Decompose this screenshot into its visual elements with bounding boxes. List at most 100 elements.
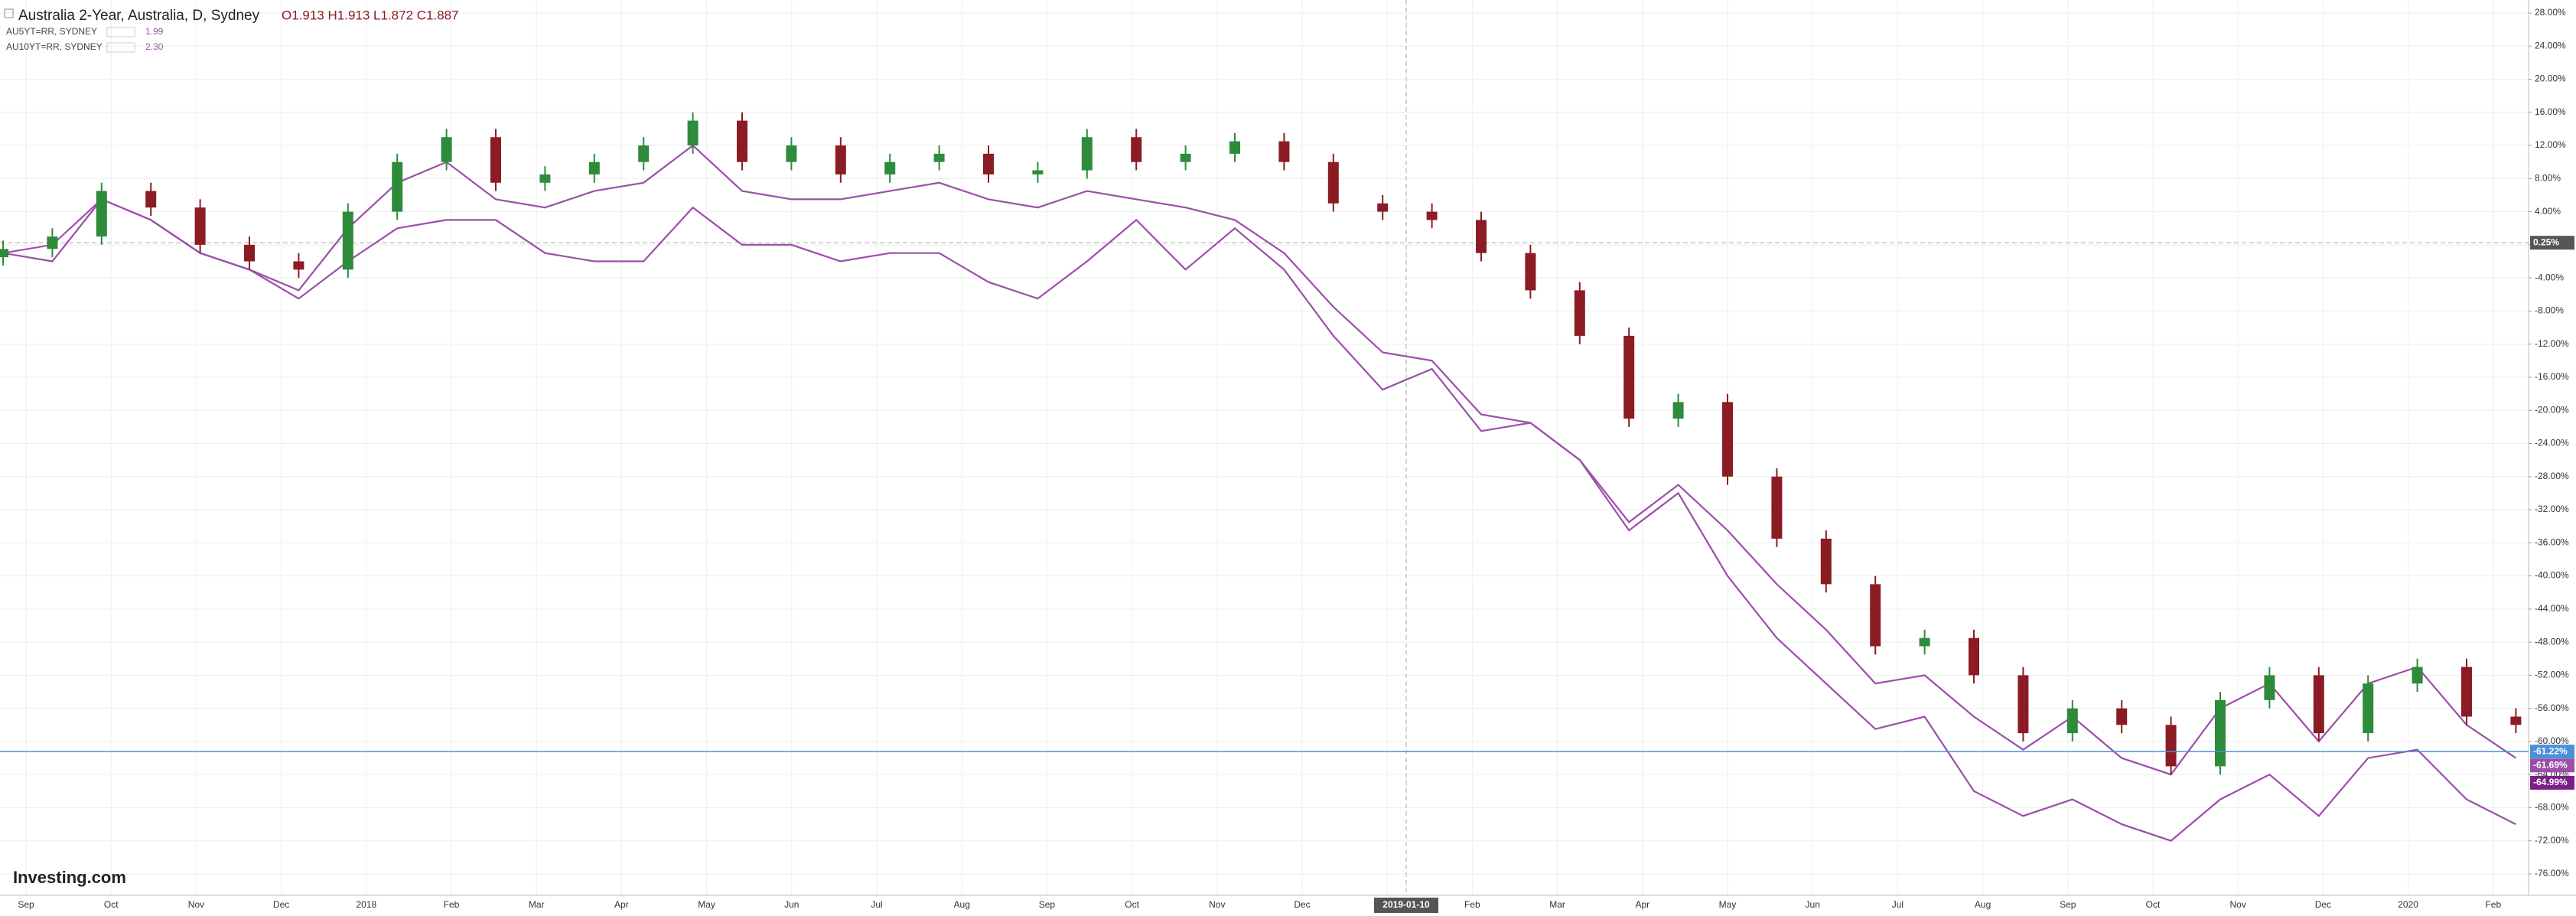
y-tick-label: -36.00% [2535, 536, 2569, 547]
candle-body [2215, 699, 2226, 767]
price-tag [2530, 758, 2574, 773]
x-tick-label: Sep [2060, 899, 2076, 910]
y-tick-label: 8.00% [2535, 173, 2561, 184]
candle-body [2363, 683, 2374, 734]
legend: Australia 2-Year, Australia, D, Sydney O… [4, 8, 459, 53]
y-tick-label: -72.00% [2535, 835, 2569, 846]
legend-name: AU10YT=RR, SYDNEY [6, 41, 103, 52]
candle-body [2313, 675, 2324, 734]
candle-body [1476, 220, 1487, 253]
x-tick-label: Jun [1806, 899, 1820, 910]
candle-body [983, 153, 994, 174]
x-tick-label: May [1719, 899, 1737, 910]
candle-body [2264, 675, 2275, 700]
candle-body [1525, 253, 1536, 291]
x-tick-label: May [698, 899, 715, 910]
y-tick-label: -16.00% [2535, 371, 2569, 382]
x-tick-label: 2018 [356, 899, 376, 910]
candle-body [638, 145, 650, 162]
candle-body [1672, 402, 1684, 419]
y-tick-label: -8.00% [2535, 305, 2564, 316]
y-tick-label: -60.00% [2535, 735, 2569, 746]
price-tag [2530, 775, 2574, 790]
candle-body [1032, 170, 1044, 174]
x-tick-label: Oct [104, 899, 119, 910]
ohlc-text: O1.913 H1.913 L1.872 C1.887 [282, 8, 459, 22]
x-tick-label: Jul [871, 899, 882, 910]
y-tick-label: 24.00% [2535, 40, 2566, 51]
y-tick-label: -28.00% [2535, 471, 2569, 481]
candle-body [737, 120, 747, 162]
x-tick-label: Dec [2315, 899, 2331, 910]
candle-body [490, 137, 501, 183]
candle-body [244, 244, 255, 262]
logo: Investing.com [13, 868, 126, 887]
candle-body [1327, 161, 1339, 204]
candle-body [1722, 402, 1733, 477]
legend-value: 1.99 [145, 26, 164, 37]
candle-body [1969, 637, 1979, 676]
price-tag [2530, 745, 2574, 759]
x-tick-label: Aug [954, 899, 970, 910]
y-tick-label: -12.00% [2535, 338, 2569, 349]
candle-body [96, 191, 107, 237]
y-tick-label: -52.00% [2535, 670, 2569, 680]
price-tag-label: -64.99% [2533, 777, 2568, 787]
x-tick-label: Sep [1039, 899, 1056, 910]
candle-body [2017, 675, 2029, 734]
x-tick-label: Sep [18, 899, 34, 910]
y-tick-label: -24.00% [2535, 438, 2569, 448]
legend-button [106, 42, 135, 53]
y-tick-label: -48.00% [2535, 636, 2569, 647]
candle-body [2066, 708, 2078, 734]
candle-body [293, 261, 304, 270]
legend-value: 2.30 [145, 41, 164, 52]
x-tick-label: Jun [784, 899, 799, 910]
candle-body [1081, 137, 1093, 171]
candle-body [1919, 637, 1930, 647]
candle-body [194, 207, 206, 245]
y-tick-label: 4.00% [2535, 206, 2561, 217]
y-tick-label: -20.00% [2535, 404, 2569, 415]
candle-body [1870, 584, 1881, 647]
crosshair-tag [2530, 236, 2574, 250]
candle-body [1426, 211, 1438, 220]
candle-body [2461, 667, 2472, 717]
candle-body [2412, 667, 2423, 684]
candle-body [1131, 137, 1142, 162]
legend-button [106, 27, 135, 37]
candle-body [1574, 290, 1585, 336]
y-tick-label: 12.00% [2535, 139, 2566, 150]
candle-body [835, 145, 846, 174]
x-tick-label: Oct [2146, 899, 2161, 910]
x-tick-label: Feb [2485, 899, 2501, 910]
x-tick-label: Nov [2230, 899, 2246, 910]
candle-body [392, 161, 403, 212]
x-tick-label: Aug [1975, 899, 1991, 910]
x-tick-label: Nov [188, 899, 204, 910]
price-tag-label: -61.22% [2533, 745, 2568, 756]
legend-name: AU5YT=RR, SYDNEY [6, 26, 97, 37]
x-tick-label: Oct [1125, 899, 1139, 910]
candle-body [2510, 716, 2522, 725]
candle-body [1377, 203, 1389, 212]
chart-title: Australia 2-Year, Australia, D, Sydney [18, 8, 260, 24]
x-tick-label: 2020 [2398, 899, 2418, 910]
x-tick-label: Dec [273, 899, 289, 910]
candle-body [1180, 153, 1191, 162]
candle-body [2165, 725, 2177, 767]
legend-icon [4, 8, 14, 18]
mark-layer [0, 0, 2529, 895]
y-tick-label: -76.00% [2535, 868, 2569, 879]
candle-body [1278, 141, 1290, 162]
candle-body [539, 174, 551, 183]
x-tick-label: Apr [614, 899, 629, 910]
candle-body [884, 161, 896, 174]
y-tick-label: 20.00% [2535, 73, 2566, 84]
y-tick-label: -56.00% [2535, 702, 2569, 713]
comparison-line [2, 144, 2517, 776]
grid-layer [0, 0, 2529, 895]
candle-body [687, 120, 699, 146]
